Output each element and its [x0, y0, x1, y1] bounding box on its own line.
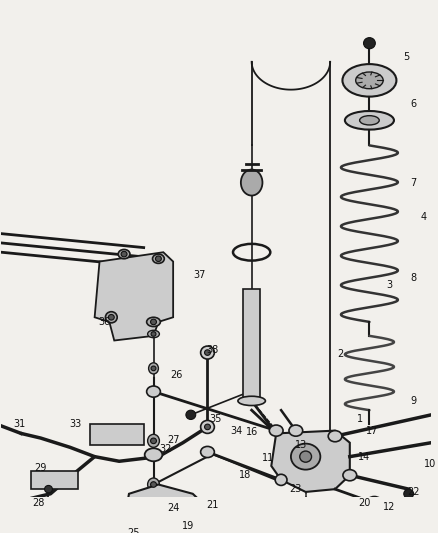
Circle shape [151, 366, 156, 370]
Text: 6: 6 [410, 99, 417, 109]
Ellipse shape [328, 431, 342, 442]
Ellipse shape [106, 312, 117, 323]
Circle shape [108, 314, 114, 320]
Circle shape [155, 256, 161, 262]
Circle shape [371, 499, 378, 507]
Ellipse shape [275, 474, 287, 486]
Ellipse shape [289, 425, 303, 436]
Text: 16: 16 [246, 426, 258, 437]
Text: 9: 9 [410, 396, 417, 406]
Text: 10: 10 [424, 459, 436, 469]
Circle shape [161, 503, 171, 512]
Text: 33: 33 [69, 419, 81, 429]
Ellipse shape [343, 470, 357, 481]
Circle shape [205, 424, 210, 430]
Text: 4: 4 [420, 212, 427, 222]
Circle shape [186, 410, 196, 419]
Circle shape [147, 527, 155, 533]
Text: 29: 29 [35, 463, 47, 473]
Text: 5: 5 [403, 52, 410, 62]
Ellipse shape [238, 396, 265, 406]
Text: 7: 7 [410, 179, 417, 189]
Circle shape [213, 499, 221, 507]
Text: 36: 36 [98, 317, 110, 327]
Polygon shape [90, 424, 144, 446]
Text: 34: 34 [231, 426, 243, 435]
Circle shape [121, 251, 127, 257]
Ellipse shape [147, 317, 160, 327]
Text: 37: 37 [194, 270, 206, 280]
Ellipse shape [148, 478, 159, 491]
Ellipse shape [118, 249, 130, 259]
Ellipse shape [145, 448, 162, 461]
Circle shape [204, 504, 212, 512]
Ellipse shape [200, 501, 215, 514]
Text: 19: 19 [182, 521, 194, 531]
Text: 35: 35 [209, 415, 222, 424]
Ellipse shape [300, 451, 311, 462]
Text: 17: 17 [366, 426, 378, 435]
Ellipse shape [148, 330, 159, 338]
Text: 12: 12 [383, 502, 395, 512]
Circle shape [369, 517, 379, 526]
Text: 8: 8 [410, 273, 417, 283]
Text: 27: 27 [167, 435, 180, 445]
Text: 20: 20 [358, 498, 371, 508]
Circle shape [151, 319, 156, 325]
FancyBboxPatch shape [243, 289, 261, 401]
Text: 25: 25 [127, 528, 140, 533]
Text: 24: 24 [167, 503, 179, 513]
Circle shape [199, 518, 206, 526]
Ellipse shape [201, 421, 214, 433]
Text: 38: 38 [206, 345, 219, 355]
Text: 3: 3 [386, 280, 392, 290]
Text: 28: 28 [32, 498, 45, 508]
Ellipse shape [201, 346, 214, 359]
Text: 14: 14 [358, 451, 371, 462]
Ellipse shape [148, 363, 159, 374]
Ellipse shape [360, 116, 379, 125]
Circle shape [364, 38, 375, 49]
Ellipse shape [148, 434, 159, 447]
Text: 1: 1 [357, 415, 363, 424]
Ellipse shape [201, 447, 214, 457]
Text: 26: 26 [170, 370, 182, 380]
Text: 11: 11 [262, 454, 275, 464]
Ellipse shape [356, 72, 383, 88]
Circle shape [151, 332, 156, 336]
Ellipse shape [147, 386, 160, 397]
Polygon shape [271, 431, 350, 492]
Ellipse shape [152, 254, 164, 263]
Text: 31: 31 [13, 419, 25, 429]
Text: 23: 23 [290, 484, 302, 494]
Text: 21: 21 [206, 500, 219, 510]
Text: 22: 22 [407, 487, 420, 497]
Text: 32: 32 [159, 444, 172, 454]
Circle shape [205, 350, 210, 356]
Ellipse shape [291, 443, 320, 470]
Text: 13: 13 [295, 440, 307, 450]
Ellipse shape [241, 169, 262, 196]
Polygon shape [127, 484, 208, 529]
Circle shape [151, 438, 156, 443]
Ellipse shape [345, 111, 394, 130]
Circle shape [404, 489, 413, 498]
Text: 2: 2 [337, 350, 343, 359]
Ellipse shape [269, 425, 283, 436]
Circle shape [45, 486, 53, 493]
Polygon shape [95, 252, 173, 341]
Polygon shape [31, 471, 78, 489]
Circle shape [151, 482, 156, 487]
Ellipse shape [343, 64, 396, 96]
Text: 18: 18 [239, 470, 251, 480]
Ellipse shape [367, 497, 382, 510]
